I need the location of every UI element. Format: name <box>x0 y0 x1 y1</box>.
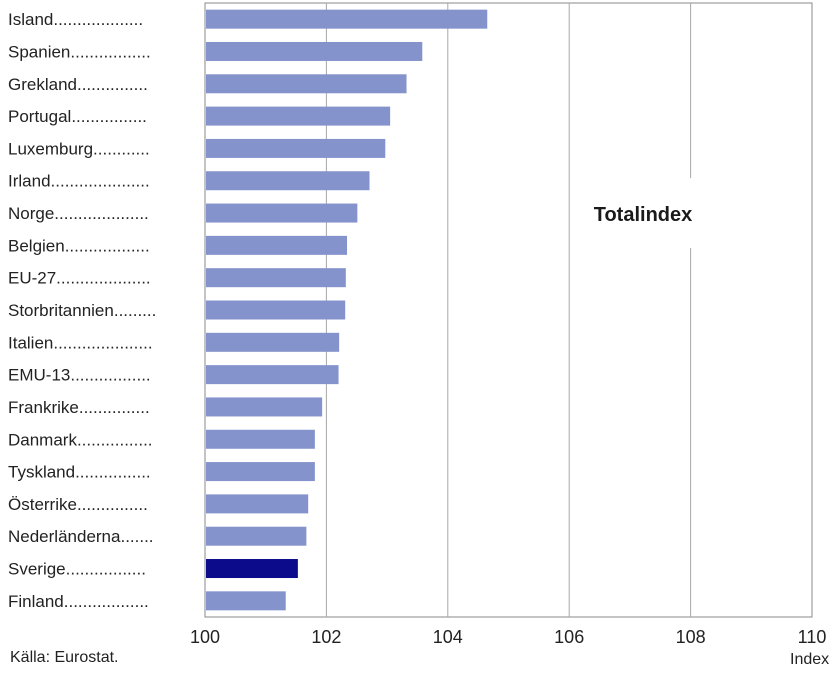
category-label: Norge.................... <box>8 204 149 223</box>
x-tick-label: 106 <box>554 627 584 647</box>
category-label: Tyskland................ <box>8 463 151 482</box>
bar <box>206 429 315 449</box>
category-label: Belgien.................. <box>8 236 150 255</box>
category-label: Spanien................. <box>8 42 151 61</box>
bar <box>206 591 286 611</box>
category-label: Frankrike............... <box>8 398 150 417</box>
category-label: Luxemburg............ <box>8 139 150 158</box>
category-label: Storbritannien......... <box>8 301 156 320</box>
bar <box>206 332 340 352</box>
x-tick-label: 102 <box>311 627 341 647</box>
category-label: Island................... <box>8 10 143 29</box>
category-label: Danmark................ <box>8 430 153 449</box>
bar <box>206 171 370 191</box>
bar <box>206 397 323 417</box>
x-axis-unit-label: Index <box>790 651 830 668</box>
bar <box>206 268 346 288</box>
category-label: Irland..................... <box>8 172 150 191</box>
category-label: Finland.................. <box>8 592 149 611</box>
category-label: Italien..................... <box>8 333 153 352</box>
bar-highlight <box>206 559 298 579</box>
bar <box>206 365 339 385</box>
x-tick-label: 104 <box>433 627 463 647</box>
category-label: Grekland............... <box>8 75 148 94</box>
bar <box>206 300 346 320</box>
bar <box>206 526 307 546</box>
category-label: EMU-13................. <box>8 366 151 385</box>
category-label: Nederländerna....... <box>8 527 154 546</box>
bar <box>206 138 386 158</box>
bar <box>206 462 315 482</box>
category-label: Sverige................. <box>8 560 146 579</box>
chart-title: Totalindex <box>594 204 693 226</box>
x-tick-label: 110 <box>798 627 827 647</box>
category-label: Portugal................ <box>8 107 147 126</box>
bar <box>206 74 407 94</box>
category-label: EU-27.................... <box>8 269 151 288</box>
bar <box>206 106 391 126</box>
x-tick-label: 100 <box>190 627 220 647</box>
bar <box>206 9 488 29</box>
category-label: Österrike............... <box>8 495 148 514</box>
bar <box>206 235 348 255</box>
plot-frame <box>204 2 813 618</box>
bar <box>206 41 423 61</box>
x-tick-label: 108 <box>676 627 706 647</box>
source-note: Källa: Eurostat. <box>10 649 119 666</box>
bar <box>206 494 309 514</box>
bar <box>206 203 358 223</box>
